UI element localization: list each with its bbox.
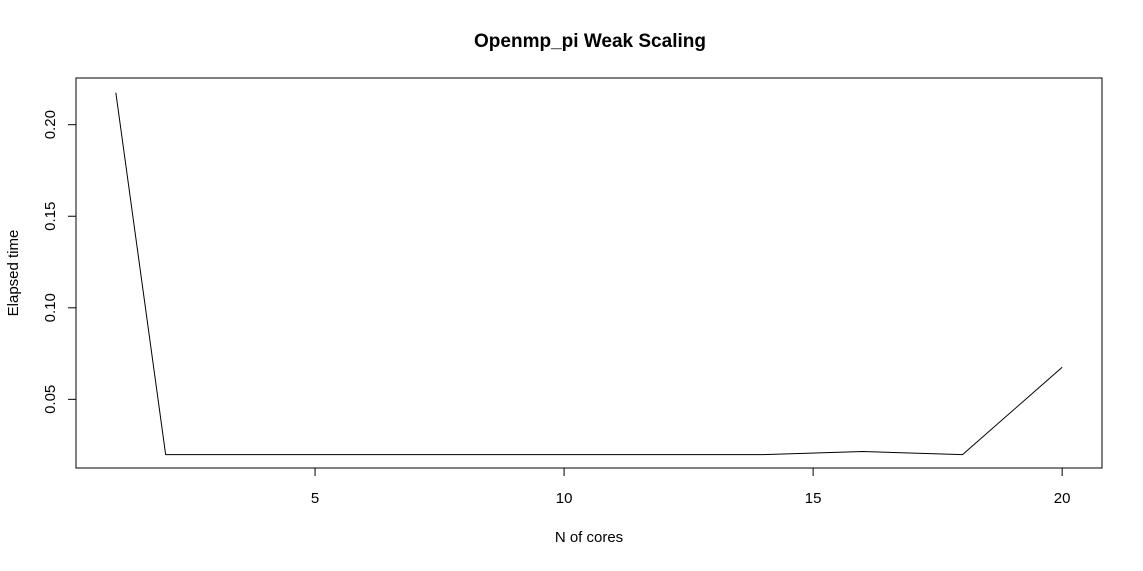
chart-title: Openmp_pi Weak Scaling <box>474 31 706 52</box>
y-axis: 0.05 0.10 0.15 0.20 <box>42 110 77 414</box>
y-axis-label: Elapsed time <box>5 230 22 317</box>
x-tick-label: 20 <box>1054 490 1071 507</box>
x-axis: 5 10 15 20 <box>311 467 1071 507</box>
y-tick-label: 0.15 <box>42 202 59 231</box>
y-tick-label: 0.10 <box>42 293 59 322</box>
series-group <box>115 92 1063 456</box>
plot-frame <box>75 77 1103 469</box>
y-tick-label: 0.05 <box>42 385 59 414</box>
x-axis-label: N of cores <box>555 529 623 546</box>
series-line <box>115 92 1063 456</box>
x-tick-label: 10 <box>556 490 573 507</box>
x-tick-label: 15 <box>805 490 822 507</box>
y-tick-label: 0.20 <box>42 110 59 139</box>
x-tick-label: 5 <box>311 490 319 507</box>
